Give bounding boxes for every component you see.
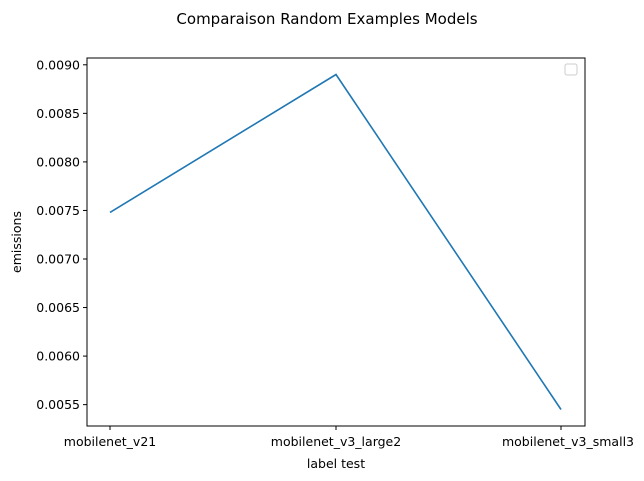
series-group xyxy=(109,73,562,410)
x-tick-label: mobilenet_v21 xyxy=(64,434,156,449)
x-tick-label: mobilenet_v3_large2 xyxy=(271,434,401,449)
chart-title: Comparaison Random Examples Models xyxy=(176,10,477,28)
y-tick-label: 0.0085 xyxy=(36,106,80,121)
y-axis-label: emissions xyxy=(9,211,24,273)
y-tick-label: 0.0075 xyxy=(36,203,80,218)
y-tick-label: 0.0065 xyxy=(36,300,80,315)
y-tick-label: 0.0070 xyxy=(36,251,80,266)
series-line xyxy=(109,73,562,410)
y-tick-label: 0.0060 xyxy=(36,349,80,364)
y-axis: 0.0055 0.0060 0.0065 0.0070 0.0075 0.0080 0.00… xyxy=(36,57,87,412)
x-tick-label: mobilenet_v3_small3 xyxy=(502,434,634,449)
y-tick-label: 0.0055 xyxy=(36,397,80,412)
x-axis: mobilenet_v21 mobilenet_v3_large2 mobilene… xyxy=(64,426,634,449)
y-tick-label: 0.0080 xyxy=(36,154,80,169)
y-tick-label: 0.0090 xyxy=(36,57,80,72)
legend-box xyxy=(564,63,578,76)
x-axis-label: label test xyxy=(307,456,365,471)
plot-area xyxy=(86,57,586,427)
